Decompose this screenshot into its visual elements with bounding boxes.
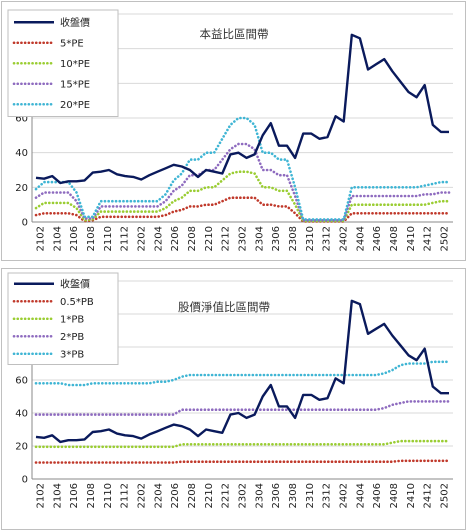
- chart-title: 本益比區間帶: [200, 27, 269, 41]
- legend-label: 3*PB: [60, 349, 84, 360]
- x-tick-label: 2210: [204, 483, 215, 508]
- legend-label: 15*PE: [60, 79, 90, 90]
- x-tick-label: 2104: [52, 483, 63, 508]
- series-line: [35, 33, 449, 185]
- x-tick-label: 2308: [288, 483, 299, 508]
- x-tick-label: 2110: [103, 483, 114, 508]
- legend: 收盤價 0.5*PB 1*PB 2*PB 3*PB: [7, 272, 119, 365]
- x-tick-label: 2304: [254, 483, 265, 508]
- x-tick-label: 2102: [35, 483, 46, 508]
- x-tick-label: 2402: [339, 226, 350, 251]
- x-tick-label: 2404: [355, 226, 366, 251]
- x-tick-label: 2108: [86, 483, 97, 508]
- x-tick-label: 2312: [322, 483, 333, 508]
- x-tick-label: 2302: [238, 226, 249, 251]
- x-tick-label: 2310: [305, 483, 316, 508]
- x-tick-label: 2404: [355, 483, 366, 508]
- x-tick-label: 2412: [423, 226, 434, 251]
- y-tick-label: 60: [15, 376, 28, 387]
- x-tick-label: 2112: [120, 483, 131, 508]
- x-tick-label: 2206: [170, 226, 181, 251]
- legend-label: 2*PB: [60, 332, 84, 343]
- x-tick-label: 2410: [406, 483, 417, 508]
- x-tick-label: 2208: [187, 483, 198, 508]
- y-tick-label: 20: [15, 442, 28, 453]
- series-line: [34, 142, 451, 222]
- x-tick-label: 2106: [69, 226, 80, 251]
- legend-label: 20*PE: [60, 100, 90, 111]
- x-tick-label: 2204: [153, 226, 164, 251]
- pb-band-chart: 0204060801001202102210421062108211021122…: [7, 272, 453, 508]
- y-tick-label: 40: [15, 409, 28, 420]
- x-tick-label: 2112: [120, 226, 131, 251]
- x-tick-label: 2108: [86, 226, 97, 251]
- series-line: [35, 299, 449, 444]
- legend-label: 10*PE: [60, 59, 90, 70]
- x-tick-label: 2402: [339, 483, 350, 508]
- pb-band-chart-panel: 0204060801001202102210421062108211021122…: [1, 268, 466, 530]
- x-tick-label: 2304: [254, 226, 265, 251]
- x-tick-label: 2202: [136, 483, 147, 508]
- series-line: [34, 459, 451, 464]
- x-tick-label: 2306: [271, 226, 282, 251]
- x-tick-label: 2408: [389, 483, 400, 508]
- x-tick-label: 2212: [221, 226, 232, 251]
- series-line: [34, 439, 451, 449]
- legend-label: 1*PB: [60, 314, 84, 325]
- series-line: [34, 400, 451, 416]
- x-tick-label: 2408: [389, 226, 400, 251]
- x-tick-label: 2406: [372, 226, 383, 251]
- series-line: [34, 360, 451, 387]
- x-tick-label: 2206: [170, 483, 181, 508]
- legend: 收盤價 5*PE 10*PE 15*PE 20*PE: [7, 9, 119, 117]
- x-tick-label: 2208: [187, 226, 198, 251]
- x-tick-label: 2502: [440, 483, 451, 508]
- x-tick-label: 2202: [136, 226, 147, 251]
- legend-label: 5*PE: [60, 38, 84, 49]
- x-tick-label: 2302: [238, 483, 249, 508]
- x-tick-label: 2412: [423, 483, 434, 508]
- chart-title: 股價淨值比區間帶: [178, 300, 270, 314]
- x-tick-label: 2204: [153, 483, 164, 508]
- x-tick-label: 2102: [35, 226, 46, 251]
- series-line: [34, 170, 451, 223]
- y-tick-label: 20: [15, 183, 28, 194]
- y-tick-label: 40: [15, 148, 28, 159]
- y-tick-label: 60: [15, 114, 28, 125]
- x-tick-label: 2406: [372, 483, 383, 508]
- y-tick-label: 0: [22, 475, 28, 486]
- x-tick-label: 2502: [440, 226, 451, 251]
- x-tick-label: 2308: [288, 226, 299, 251]
- x-tick-label: 2306: [271, 483, 282, 508]
- pe-band-chart-panel: 0204060801001202102210421062108211021122…: [1, 1, 466, 261]
- x-tick-label: 2104: [52, 226, 63, 251]
- x-tick-label: 2312: [322, 226, 333, 251]
- x-tick-label: 2110: [103, 226, 114, 251]
- legend-label: 0.5*PB: [60, 297, 94, 308]
- legend-label: 收盤價: [60, 16, 90, 29]
- x-tick-label: 2210: [204, 226, 215, 251]
- x-tick-label: 2310: [305, 226, 316, 251]
- pe-band-chart: 0204060801001202102210421062108211021122…: [7, 9, 453, 251]
- x-tick-label: 2212: [221, 483, 232, 508]
- y-tick-label: 0: [22, 218, 28, 229]
- x-tick-label: 2106: [69, 483, 80, 508]
- series-line: [34, 196, 451, 223]
- legend-label: 收盤價: [60, 277, 90, 290]
- series-line: [34, 116, 451, 221]
- x-tick-label: 2410: [406, 226, 417, 251]
